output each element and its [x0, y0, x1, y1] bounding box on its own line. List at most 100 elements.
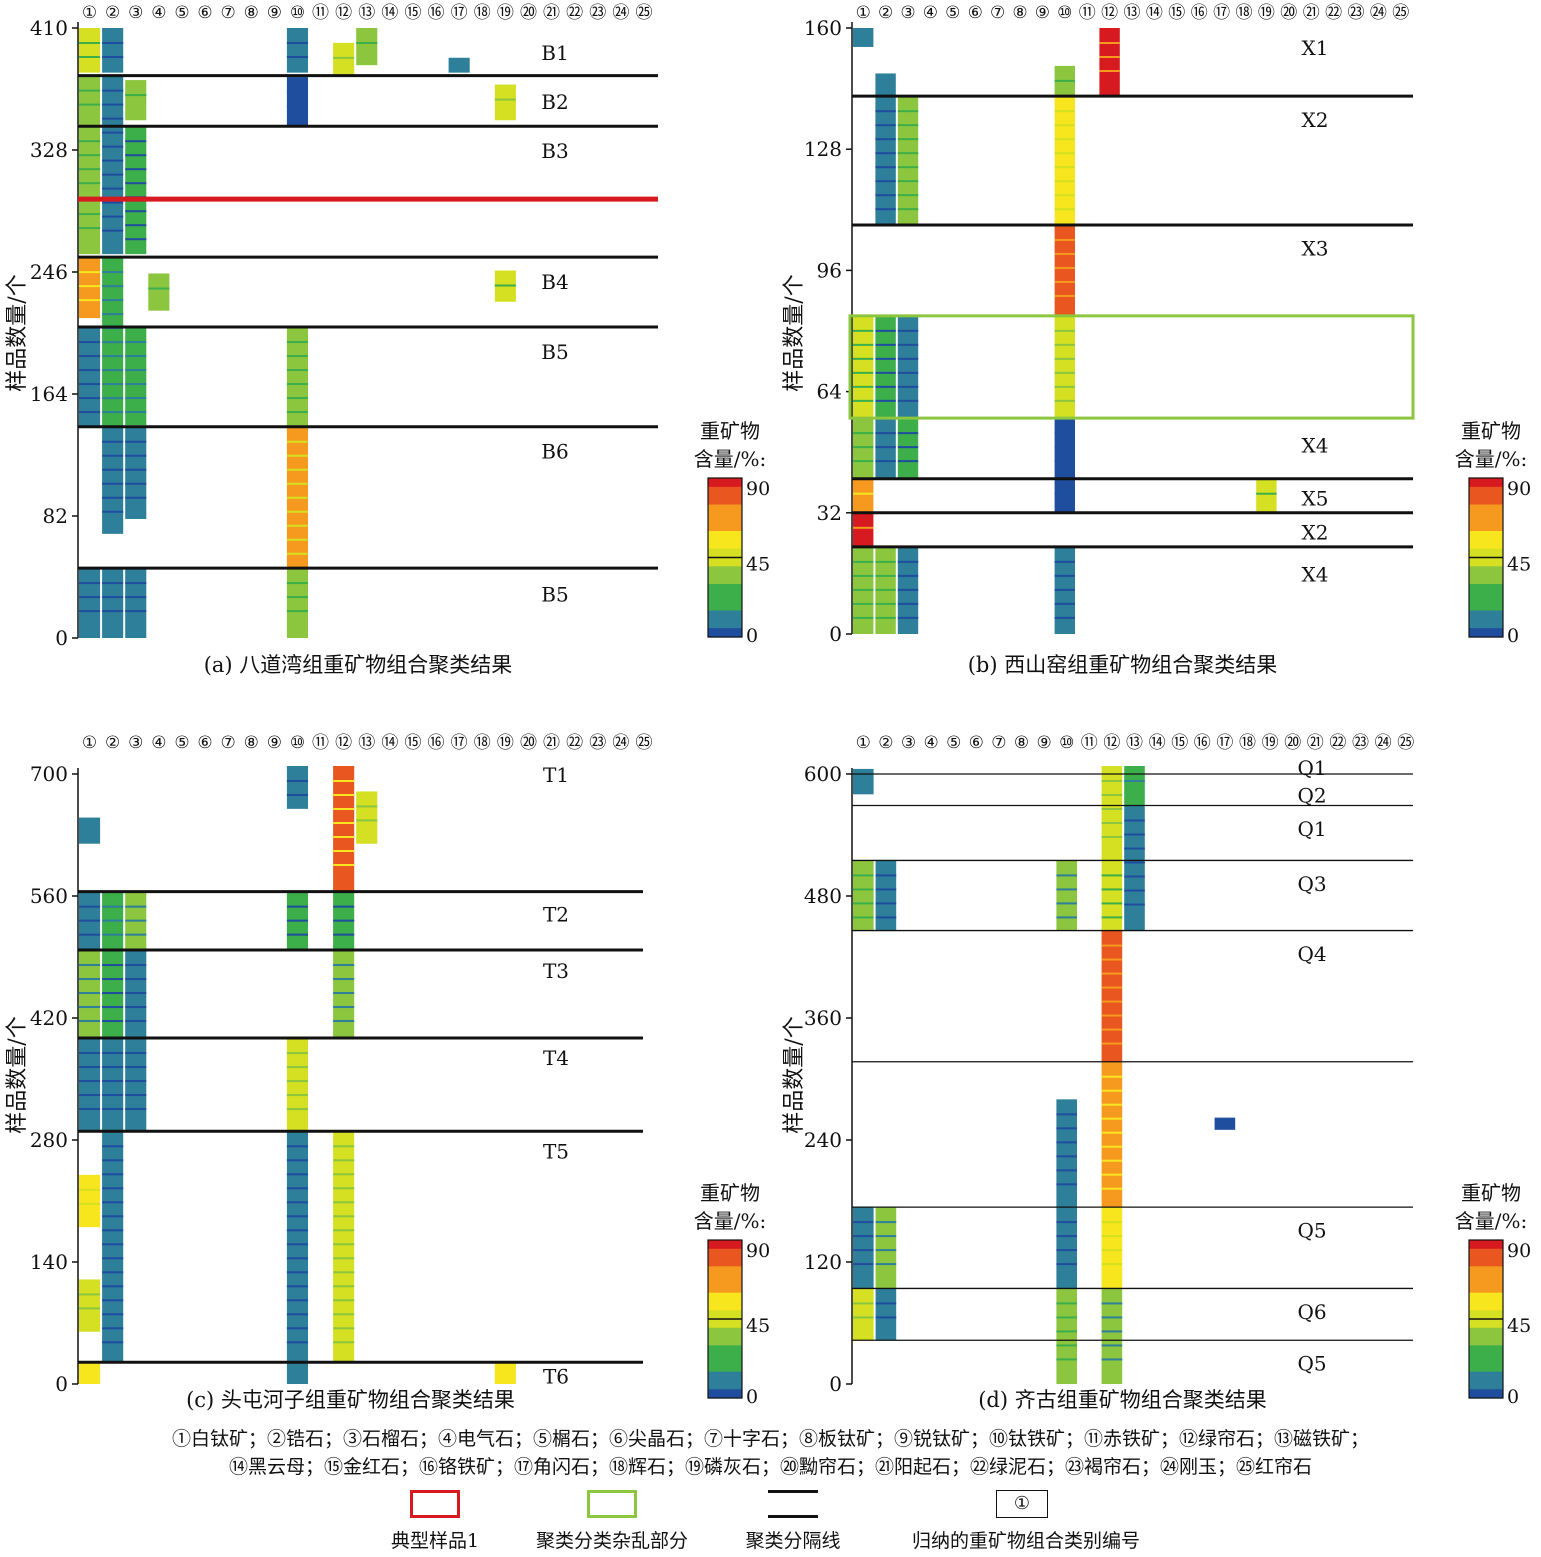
- colorbar-segment: [708, 1380, 742, 1390]
- heatmap-strip: [102, 1080, 124, 1083]
- heatmap-strip: [125, 341, 147, 344]
- heatmap-panel-3: 0 140 280 420 560 700 样品数量/个 ① ② ③ ④ ⑤ ⑥ ⑦ ⑧ ⑨ ⑩ ⑪ ⑫ ⑬ ⑭ ⑮ ⑯ ⑰ ⑱…: [5, 733, 770, 1412]
- heatmap-band: [286, 766, 308, 809]
- heatmap-strip: [853, 371, 874, 374]
- colorbar-segment: [708, 1240, 742, 1250]
- heatmap-strip: [333, 933, 355, 936]
- colorbar-segment: [708, 1266, 742, 1276]
- colorbar-segment: [1469, 584, 1503, 594]
- heatmap-strip: [79, 299, 101, 302]
- cluster-label: Q5: [1297, 1218, 1326, 1242]
- heatmap-strip: [125, 1006, 147, 1009]
- column-number-label: ⑳: [520, 733, 537, 753]
- heatmap-strip: [1101, 794, 1123, 796]
- heatmap-strip: [875, 446, 896, 449]
- heatmap-strip: [853, 432, 874, 435]
- heatmap-strip: [875, 1316, 897, 1319]
- heatmap-band: [148, 273, 170, 311]
- heatmap-band: [1101, 860, 1123, 931]
- green-box-swatch: [587, 1490, 637, 1518]
- heatmap-strip: [1056, 1235, 1077, 1238]
- colorbar-segment: [1469, 592, 1503, 603]
- heatmap-band: [286, 28, 308, 73]
- heatmap-strip: [286, 794, 308, 796]
- column-number-label: ⑬: [1124, 3, 1141, 23]
- heatmap-strip: [897, 138, 919, 141]
- heatmap-strip: [853, 616, 874, 619]
- heatmap-strip: [79, 56, 101, 58]
- heatmap-band: [102, 950, 124, 1039]
- heatmap-strip: [1054, 294, 1075, 297]
- column-number-label: ⑳: [520, 3, 537, 23]
- heatmap-strip: [102, 496, 124, 499]
- heatmap-strip: [148, 287, 170, 290]
- heatmap-strip: [125, 454, 147, 457]
- heatmap-strip: [1054, 166, 1075, 169]
- colorbar-segment: [708, 531, 742, 541]
- colorbar-segment: [1469, 1266, 1503, 1276]
- column-number-label: ⑧: [1012, 3, 1027, 23]
- colorbar-segment: [708, 1389, 742, 1399]
- heatmap-strip: [79, 1293, 101, 1296]
- heatmap-strip: [102, 440, 124, 443]
- heatmap-strip: [1101, 1173, 1123, 1176]
- colorbar-segment: [1469, 495, 1503, 506]
- heatmap-strip: [333, 1299, 355, 1302]
- colorbar-subtitle: 含量/%:: [1455, 1209, 1527, 1233]
- heatmap-band: [79, 568, 101, 638]
- heatmap-band: [1214, 1117, 1236, 1130]
- heatmap-strip: [1054, 574, 1075, 577]
- heatmap-strip: [1101, 1159, 1123, 1162]
- panel-title: (d) 齐古组重矿物组合聚类结果: [978, 1388, 1267, 1412]
- heatmap-strip: [286, 524, 308, 527]
- heatmap-strip: [853, 560, 874, 563]
- heatmap-strip: [875, 432, 896, 435]
- heatmap-strip: [286, 1341, 308, 1344]
- heatmap-strip: [875, 180, 896, 183]
- cluster-label: Q1: [1297, 756, 1326, 780]
- colorbar-segment: [1469, 628, 1503, 638]
- heatmap-band: [286, 327, 308, 427]
- heatmap-strip: [897, 446, 919, 449]
- column-number-label: ⑯: [1191, 3, 1208, 23]
- heatmap-band: [356, 791, 378, 844]
- heatmap-strip: [1101, 822, 1123, 824]
- heatmap-strip: [125, 383, 147, 386]
- heatmap-strip: [875, 560, 896, 563]
- heatmap-strip: [125, 238, 147, 241]
- heatmap-strip: [1124, 889, 1145, 892]
- heatmap-band: [125, 126, 147, 255]
- cluster-label: X4: [1302, 562, 1329, 586]
- heatmap-band: [853, 315, 874, 419]
- heatmap-strip: [125, 411, 147, 414]
- heatmap-strip: [102, 482, 124, 485]
- heatmap-strip: [125, 919, 147, 922]
- heatmap-strip: [102, 454, 124, 457]
- heatmap-strip: [853, 602, 874, 605]
- heatmap-strip: [102, 510, 124, 513]
- heatmap-band: [102, 28, 124, 73]
- heatmap-band: [79, 126, 101, 200]
- colorbar-segment: [708, 1354, 742, 1364]
- heatmap-strip: [79, 42, 101, 44]
- heatmap-band: [79, 199, 101, 255]
- heatmap-strip: [875, 888, 897, 891]
- heatmap-strip: [875, 588, 896, 591]
- colorbar-segment: [708, 1283, 742, 1294]
- heatmap-strip: [125, 355, 147, 358]
- heatmap-strip: [286, 538, 308, 541]
- colorbar-segment: [1469, 1301, 1503, 1311]
- heatmap-strip: [897, 385, 919, 388]
- colorbar-segment: [708, 584, 742, 594]
- heatmap-strip: [102, 215, 124, 218]
- column-number-label: ㉓: [1352, 733, 1369, 753]
- heatmap-band: [875, 73, 896, 97]
- heatmap-strip: [853, 460, 874, 463]
- column-number-label: ⑩: [1057, 3, 1072, 23]
- heatmap-strip: [286, 552, 308, 555]
- heatmap-strip: [102, 964, 124, 967]
- heatmap-strip: [897, 343, 919, 346]
- heatmap-strip: [102, 1257, 124, 1260]
- column-number-label: ⑰: [451, 733, 468, 753]
- heatmap-strip: [1101, 1042, 1123, 1045]
